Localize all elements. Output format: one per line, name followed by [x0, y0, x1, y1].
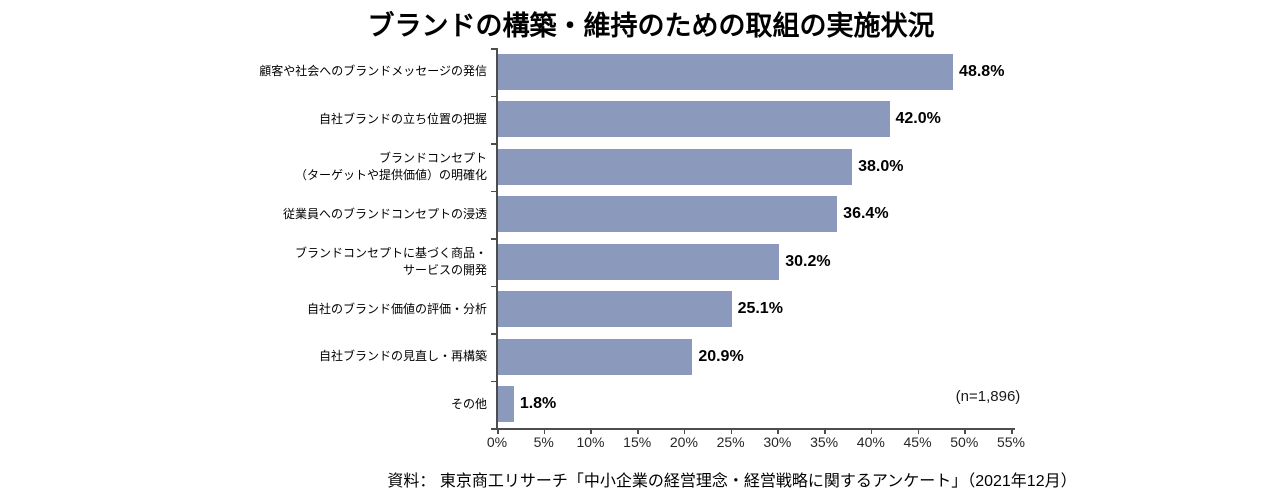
- bar-track: 30.2%: [497, 243, 1280, 280]
- y-axis-tick: [491, 190, 497, 192]
- value-label: 48.8%: [959, 62, 1005, 80]
- x-axis-tick-label: 35%: [810, 434, 839, 450]
- x-axis-tick-label: 15%: [623, 434, 652, 450]
- sample-size-label: (n=1,896): [955, 388, 1021, 405]
- bar-track: 42.0%: [497, 101, 1280, 138]
- x-axis-tick-label: 55%: [996, 434, 1026, 450]
- value-label: 25.1%: [737, 300, 783, 318]
- x-axis-tick-label: 45%: [903, 434, 932, 450]
- category-label: 自社ブランドの見直し・再構築: [318, 349, 487, 364]
- x-axis-tick-label: 20%: [669, 434, 698, 450]
- value-label: 20.9%: [698, 347, 744, 365]
- bar-track: 1.8%: [497, 386, 1280, 423]
- category-label: 自社ブランドの立ち位置の把握: [318, 111, 487, 126]
- bar-track: 48.8%: [497, 53, 1280, 90]
- bar-track: 25.1%: [497, 291, 1280, 328]
- x-axis-tick: [590, 429, 592, 434]
- bar-row: 従業員へのブランドコンセプトの浸透 36.4%: [0, 191, 1280, 239]
- y-axis-line: [496, 48, 498, 429]
- x-axis-tick: [637, 429, 639, 434]
- y-axis-tick: [491, 95, 497, 97]
- x-axis-tick-label: 30%: [763, 434, 792, 450]
- value-label: 38.0%: [858, 157, 904, 175]
- bar: [497, 196, 838, 233]
- bar-row: ブランドコンセプト （ターゲットや提供価値）の明確化 38.0%: [0, 143, 1280, 191]
- y-axis-tick: [491, 380, 497, 382]
- bar: [497, 148, 853, 185]
- x-axis-tick: [917, 429, 920, 434]
- bar-row: 自社ブランドの立ち位置の把握 42.0%: [0, 96, 1280, 144]
- bar-rows: 顧客や社会へのブランドメッセージの発信 48.8% 自社ブランドの立ち位置の把握 42…: [0, 48, 1280, 428]
- bar-track: 20.9%: [497, 338, 1280, 375]
- y-axis-tick: [491, 285, 497, 287]
- value-label: 1.8%: [519, 395, 557, 413]
- bar-track: 36.4%: [497, 196, 1280, 233]
- x-axis-tick-label: 10%: [576, 434, 605, 450]
- x-axis-tick: [824, 429, 826, 434]
- y-axis-tick: [491, 143, 497, 145]
- x-axis-tick: [1011, 429, 1013, 434]
- y-axis-tick: [491, 48, 497, 50]
- category-label: ブランドコンセプト （ターゲットや提供価値）の明確化: [294, 150, 487, 182]
- category-label: その他: [450, 396, 487, 411]
- bar-row: 自社ブランドの見直し・再構築 20.9%: [0, 333, 1280, 381]
- category-label: ブランドコンセプトに基づく商品・ サービスの開発: [294, 245, 487, 277]
- bar-row: 顧客や社会へのブランドメッセージの発信 48.8%: [0, 48, 1280, 96]
- x-axis-tick: [870, 429, 873, 434]
- category-label: 自社のブランド価値の評価・分析: [306, 301, 487, 316]
- x-axis-tick-label: 25%: [716, 434, 745, 450]
- bar: [497, 53, 954, 90]
- category-label: 従業員へのブランドコンセプトの浸透: [282, 206, 487, 221]
- x-axis-tick: [777, 429, 779, 434]
- x-axis-tick-label: 5%: [533, 434, 554, 450]
- chart-title: ブランドの構築・維持のための取組の実施状況: [367, 11, 935, 41]
- x-axis-tick-label: 40%: [856, 434, 885, 450]
- bar: [497, 386, 514, 423]
- bar-row: ブランドコンセプトに基づく商品・ サービスの開発 30.2%: [0, 238, 1280, 286]
- y-axis-tick: [491, 238, 497, 240]
- bar: [497, 101, 890, 138]
- value-label: 30.2%: [785, 252, 831, 270]
- x-axis-tick: [964, 429, 966, 434]
- bar: [497, 291, 732, 328]
- bar-row: その他 1.8%: [0, 381, 1280, 429]
- x-axis-line: [493, 428, 1015, 430]
- bar-track: 38.0%: [497, 148, 1280, 185]
- y-axis-tick: [491, 333, 497, 335]
- x-axis-tick: [543, 429, 546, 434]
- x-axis-tick-label: 50%: [950, 434, 979, 450]
- x-axis-tick: [497, 429, 499, 434]
- category-label: 顧客や社会へのブランドメッセージの発信: [259, 64, 487, 79]
- source-note: 資料： 東京商工リサーチ「中小企業の経営理念・経営戦略に関するアンケート」（20…: [387, 473, 1077, 490]
- plot-area: 顧客や社会へのブランドメッセージの発信 48.8% 自社ブランドの立ち位置の把握 42…: [0, 48, 1280, 450]
- y-axis-tick: [491, 428, 497, 430]
- value-label: 36.4%: [843, 205, 889, 223]
- x-axis-tick: [730, 429, 733, 434]
- x-axis-tick-label: 0%: [486, 434, 508, 450]
- x-axis-tick: [683, 429, 686, 434]
- bar-row: 自社のブランド価値の評価・分析 25.1%: [0, 286, 1280, 334]
- bar: [497, 338, 693, 375]
- value-label: 42.0%: [895, 110, 941, 128]
- bar: [497, 243, 780, 280]
